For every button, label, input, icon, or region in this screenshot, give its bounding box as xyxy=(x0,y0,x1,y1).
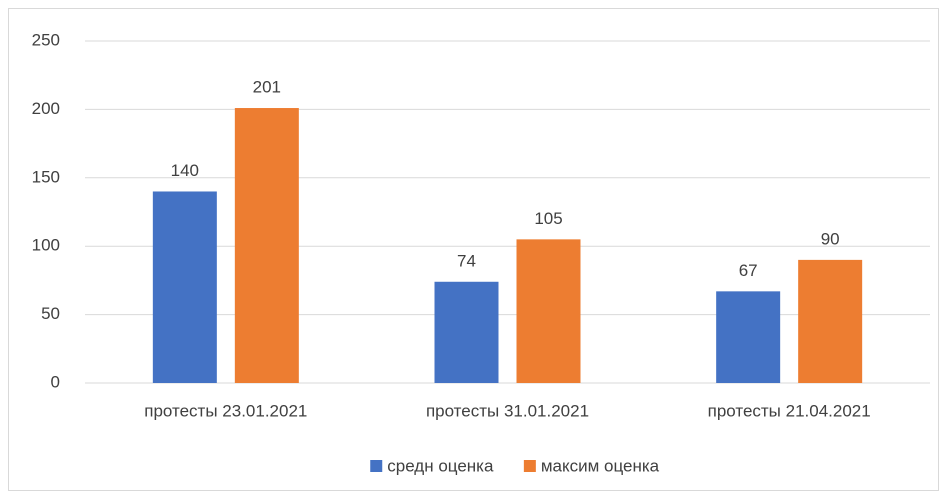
data-label: 74 xyxy=(457,251,476,270)
x-tick-label: протесты 21.04.2021 xyxy=(708,401,871,420)
legend-swatch xyxy=(523,460,536,472)
y-tick-label: 200 xyxy=(32,99,60,118)
bar xyxy=(516,239,581,383)
y-tick-label: 150 xyxy=(32,167,60,186)
y-tick-label: 250 xyxy=(32,30,60,49)
y-tick-label: 50 xyxy=(41,304,60,323)
data-label: 67 xyxy=(739,261,758,280)
bar xyxy=(798,259,863,383)
data-label: 105 xyxy=(534,209,562,228)
bar xyxy=(716,291,781,383)
data-label: 90 xyxy=(821,229,840,248)
data-label: 201 xyxy=(253,78,281,97)
y-tick-label: 0 xyxy=(51,372,60,391)
x-tick-label: протесты 31.01.2021 xyxy=(426,401,589,420)
legend-swatch xyxy=(370,460,383,472)
data-label: 140 xyxy=(171,161,199,180)
x-tick-label: протесты 23.01.2021 xyxy=(144,401,307,420)
legend-label: максим оценка xyxy=(541,456,660,475)
bar xyxy=(434,281,499,383)
bar xyxy=(234,108,299,384)
legend-label: средн оценка xyxy=(387,456,494,475)
y-tick-label: 100 xyxy=(32,236,60,255)
bar xyxy=(152,191,217,383)
